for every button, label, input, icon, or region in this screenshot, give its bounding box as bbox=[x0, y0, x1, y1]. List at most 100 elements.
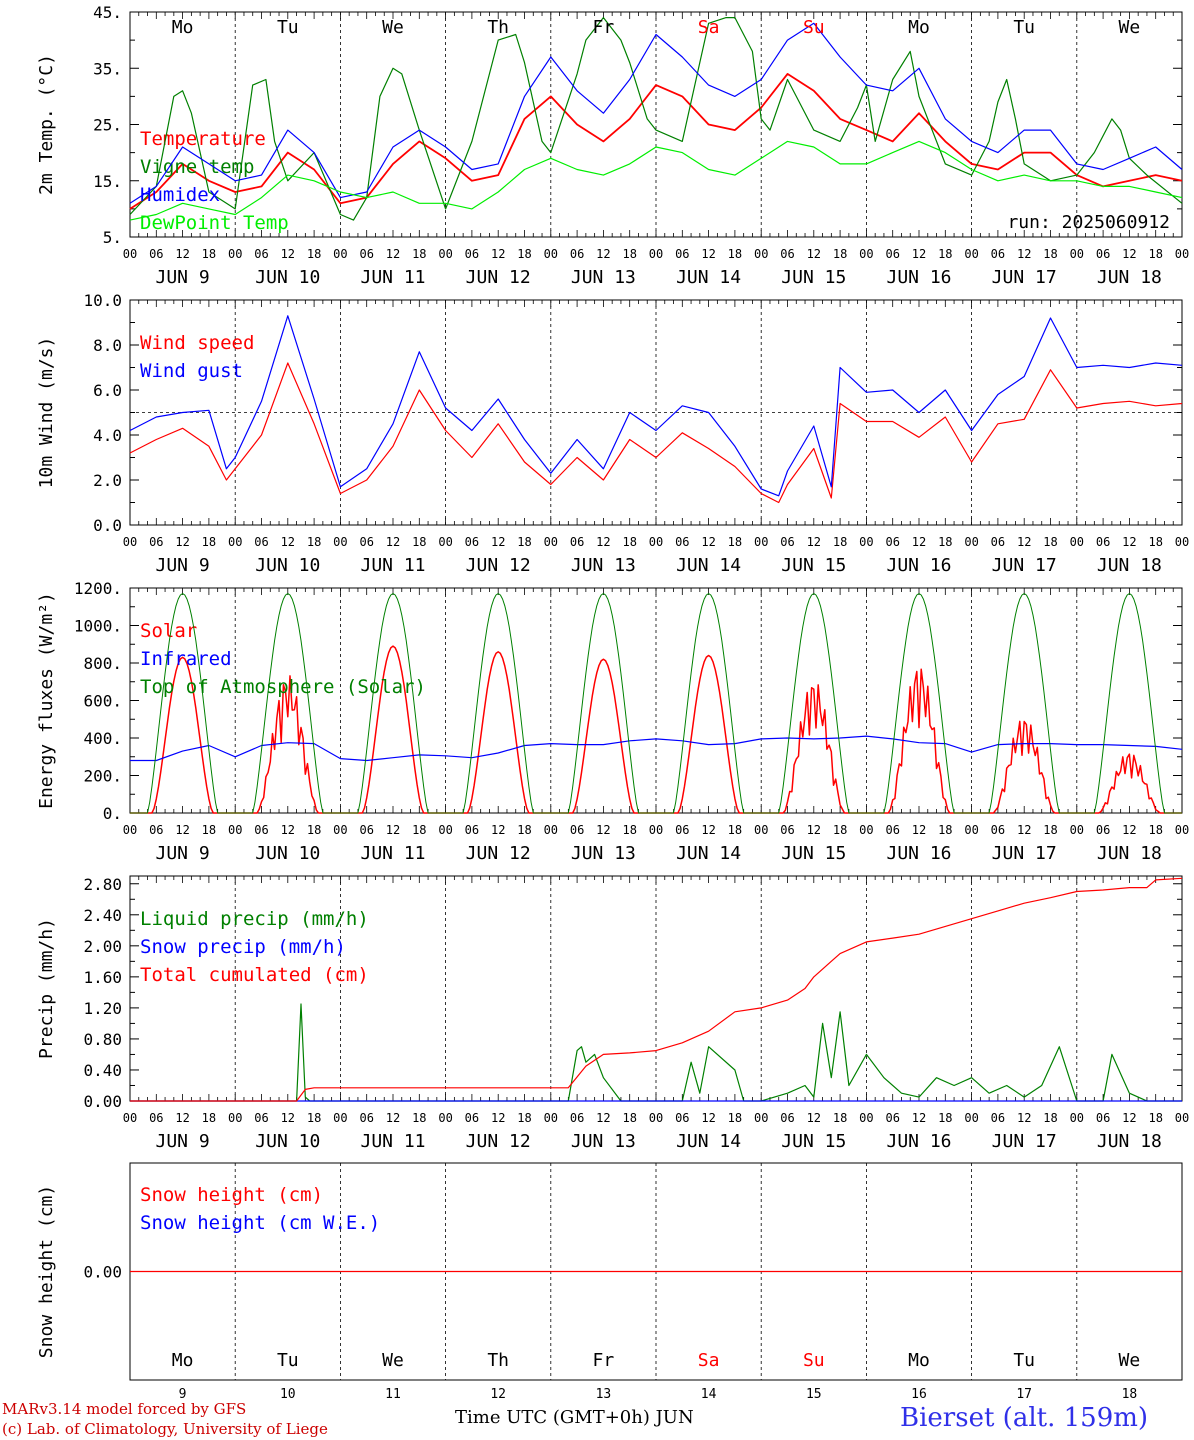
hour-label: 06 bbox=[780, 1111, 794, 1125]
panel-frame bbox=[129, 11, 1183, 238]
model-credit: MARv3.14 model forced by GFS bbox=[2, 1400, 247, 1418]
hour-label: 18 bbox=[1043, 1111, 1057, 1125]
panel-temperature: 00 06 12 18 00 06 12 18 00 06 12 18 00 06 12 18 00 06 12 18… bbox=[36, 3, 1189, 288]
hour-label: 00 bbox=[438, 823, 452, 837]
day-name: Mo bbox=[908, 17, 930, 38]
hour-label: 00 bbox=[1070, 1111, 1084, 1125]
day-name: Fr bbox=[593, 1350, 615, 1371]
hour-label: 00 bbox=[1175, 247, 1189, 261]
day-name: Tu bbox=[277, 1350, 299, 1371]
y-tick-label: 0.80 bbox=[83, 1030, 122, 1049]
y-axis-label: Energy fluxes (W/m²) bbox=[36, 592, 57, 809]
date-label: JUN 11 bbox=[360, 267, 425, 288]
hour-label: 00 bbox=[544, 535, 558, 549]
hour-label: 06 bbox=[149, 535, 163, 549]
hour-label: 00 bbox=[333, 535, 347, 549]
hour-label: 12 bbox=[701, 247, 715, 261]
day-name: Mo bbox=[172, 17, 194, 38]
hour-label: 12 bbox=[596, 535, 610, 549]
date-label: JUN 11 bbox=[360, 843, 425, 864]
hour-label: 06 bbox=[149, 1111, 163, 1125]
hour-label: 12 bbox=[596, 1111, 610, 1125]
hour-label: 00 bbox=[1070, 535, 1084, 549]
date-label: JUN 14 bbox=[676, 843, 741, 864]
hour-label: 00 bbox=[964, 247, 978, 261]
time-axis-title: Time UTC (GMT+0h) JUN bbox=[455, 1407, 694, 1428]
date-label: JUN 9 bbox=[156, 267, 210, 288]
hour-label: 18 bbox=[833, 247, 847, 261]
date-label: JUN 10 bbox=[255, 267, 320, 288]
hour-label: 12 bbox=[1122, 535, 1136, 549]
hour-label: 00 bbox=[1175, 1111, 1189, 1125]
day-name: Sa bbox=[698, 17, 720, 38]
legend-series-snow-height-cm: Snow height (cm) bbox=[140, 1184, 323, 1206]
day-name: Su bbox=[803, 1350, 825, 1371]
hour-label: 06 bbox=[1096, 535, 1110, 549]
hour-label: 06 bbox=[1096, 247, 1110, 261]
date-label: JUN 17 bbox=[992, 267, 1057, 288]
hour-label: 18 bbox=[938, 823, 952, 837]
y-tick-label: 1000. bbox=[74, 617, 122, 636]
day-name: Tu bbox=[1013, 1350, 1035, 1371]
hour-label: 00 bbox=[1175, 535, 1189, 549]
hour-label: 18 bbox=[412, 823, 426, 837]
y-axis-label: Precip (mm/h) bbox=[36, 918, 57, 1059]
date-label: JUN 16 bbox=[886, 1131, 951, 1152]
series-top-of-atmosphere-solar bbox=[130, 593, 1182, 814]
date-label: JUN 18 bbox=[1097, 267, 1162, 288]
hour-label: 18 bbox=[938, 247, 952, 261]
hour-label: 06 bbox=[675, 535, 689, 549]
day-number: 13 bbox=[596, 1387, 612, 1402]
hour-label: 18 bbox=[1043, 247, 1057, 261]
hour-label: 18 bbox=[202, 535, 216, 549]
hour-label: 00 bbox=[544, 1111, 558, 1125]
y-tick-label: 800. bbox=[83, 654, 122, 673]
y-tick-label: 400. bbox=[83, 729, 122, 748]
hour-label: 18 bbox=[1148, 247, 1162, 261]
hour-label: 00 bbox=[228, 247, 242, 261]
hour-label: 00 bbox=[754, 247, 768, 261]
hour-label: 18 bbox=[622, 247, 636, 261]
y-tick-label: 200. bbox=[83, 767, 122, 786]
series-wind-gust bbox=[129, 315, 1183, 497]
hour-label: 18 bbox=[202, 823, 216, 837]
hour-label: 18 bbox=[1148, 823, 1162, 837]
date-label: JUN 10 bbox=[255, 555, 320, 576]
date-label: JUN 12 bbox=[466, 555, 531, 576]
hour-label: 18 bbox=[517, 823, 531, 837]
date-label: JUN 17 bbox=[992, 555, 1057, 576]
hour-label: 06 bbox=[254, 1111, 268, 1125]
hour-label: 00 bbox=[964, 1111, 978, 1125]
day-name: We bbox=[1119, 1350, 1141, 1371]
hour-label: 00 bbox=[754, 535, 768, 549]
hour-label: 18 bbox=[202, 247, 216, 261]
hour-label: 06 bbox=[465, 1111, 479, 1125]
day-name: Mo bbox=[172, 1350, 194, 1371]
date-label: JUN 15 bbox=[781, 267, 846, 288]
legend-series-snow-height-cm-w-e: Snow height (cm W.E.) bbox=[140, 1212, 380, 1234]
hour-label: 00 bbox=[438, 535, 452, 549]
hour-label: 06 bbox=[885, 823, 899, 837]
legend-series-solar: Solar bbox=[140, 620, 197, 642]
day-name: We bbox=[382, 17, 404, 38]
legend-series-humidex: Humidex bbox=[140, 184, 220, 206]
hour-label: 06 bbox=[465, 823, 479, 837]
hour-label: 00 bbox=[544, 823, 558, 837]
hour-label: 00 bbox=[649, 1111, 663, 1125]
date-label: JUN 15 bbox=[781, 555, 846, 576]
date-label: JUN 11 bbox=[360, 555, 425, 576]
day-name: Mo bbox=[908, 1350, 930, 1371]
hour-label: 12 bbox=[701, 535, 715, 549]
hour-label: 18 bbox=[517, 1111, 531, 1125]
hour-label: 00 bbox=[228, 1111, 242, 1125]
hour-label: 12 bbox=[596, 823, 610, 837]
hour-label: 00 bbox=[228, 823, 242, 837]
y-tick-label: 0.0 bbox=[93, 516, 122, 535]
hour-label: 00 bbox=[859, 535, 873, 549]
hour-label: 18 bbox=[728, 535, 742, 549]
hour-label: 06 bbox=[780, 823, 794, 837]
hour-label: 18 bbox=[833, 823, 847, 837]
date-label: JUN 10 bbox=[255, 843, 320, 864]
day-number: 9 bbox=[179, 1387, 187, 1402]
hour-label: 18 bbox=[1148, 535, 1162, 549]
